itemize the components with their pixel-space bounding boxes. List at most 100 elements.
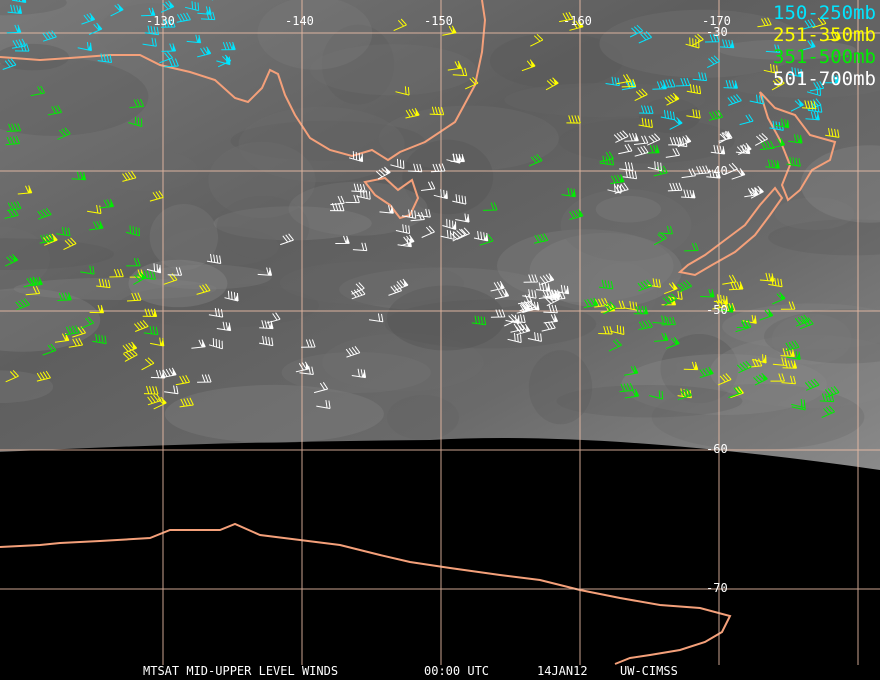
cloud-patch (710, 334, 880, 409)
wind-barb (719, 303, 734, 313)
wind-barb (200, 11, 216, 21)
wind-barb (618, 143, 633, 155)
wind-barb (728, 281, 744, 291)
wind-barb (819, 393, 835, 403)
wind-barb (164, 58, 179, 68)
wind-barb (208, 308, 224, 318)
wind-barb (161, 43, 177, 52)
wind-barb (350, 287, 366, 300)
wind-barb (613, 130, 629, 143)
wind-barb (28, 276, 43, 287)
wind-barb (759, 308, 774, 321)
wind-barb (780, 348, 795, 357)
wind-barb (92, 334, 107, 345)
wind-barb (623, 301, 638, 311)
wind-barb (744, 187, 759, 198)
wind-barb (804, 378, 820, 391)
wind-barb (637, 279, 653, 292)
wind-barb (110, 3, 124, 17)
wind-barb (450, 228, 466, 242)
wind-barb (747, 358, 763, 368)
wind-barb (599, 155, 615, 166)
cloud-patch (378, 105, 559, 171)
wind-barb (594, 297, 609, 308)
wind-barb (583, 297, 599, 309)
wind-barb (692, 72, 708, 82)
wind-barb (763, 63, 778, 74)
wind-barb (197, 46, 212, 58)
wind-barb (161, 19, 176, 28)
wind-barb (356, 189, 371, 200)
wind-barb (455, 213, 470, 223)
wind-barb (54, 332, 70, 343)
wind-barb (147, 393, 162, 406)
wind-barb (821, 405, 835, 418)
wind-barb (739, 114, 754, 126)
cloud-patch (722, 303, 880, 350)
cloud-patch (230, 120, 425, 161)
legend-item-251-350: 251-350mb (773, 24, 876, 46)
wind-barb (770, 137, 786, 149)
wind-barb (791, 398, 806, 409)
wind-barb (4, 208, 19, 219)
wind-barb (720, 302, 736, 312)
wind-barb (619, 382, 634, 393)
wind-barb (812, 16, 827, 29)
wind-barb (125, 225, 140, 237)
cloud-patch (310, 44, 477, 96)
wind-barb (63, 237, 77, 251)
wind-barb (683, 361, 699, 371)
wind-barb (607, 183, 622, 194)
wind-barb (730, 386, 744, 399)
wind-barb (14, 43, 30, 52)
cloud-patch (726, 69, 880, 98)
wind-barb (765, 44, 781, 53)
wind-barb (129, 98, 145, 108)
wind-barb (80, 265, 95, 275)
wind-barb (809, 80, 825, 92)
footer-time: 00:00 UTC (424, 664, 490, 678)
cloud-patch (164, 384, 384, 443)
cloud-patch (117, 283, 320, 328)
wind-barb (197, 6, 212, 15)
cloud-patch (213, 206, 372, 241)
wind-barb (335, 235, 350, 244)
wind-barb (393, 18, 407, 32)
wind-barb (490, 280, 505, 292)
wind-barb (473, 231, 489, 242)
wind-barb (407, 163, 423, 173)
wind-barb (280, 233, 294, 246)
wind-barb (109, 268, 124, 278)
wind-barb (216, 55, 231, 66)
wind-barb (686, 84, 702, 95)
wind-barb (736, 319, 752, 328)
wind-barb (65, 325, 80, 336)
wind-barb (433, 189, 448, 200)
wind-barb (150, 337, 165, 347)
wind-barb (765, 159, 780, 169)
coastline-antarctica (0, 522, 732, 665)
wind-barb (146, 263, 162, 274)
wind-barb (134, 319, 149, 332)
wind-barb (802, 100, 817, 110)
wind-barb (12, 38, 27, 49)
wind-barb (735, 144, 751, 155)
cloud-patch (281, 351, 432, 394)
cloud-patch (0, 57, 149, 136)
wind-barb (686, 109, 701, 119)
wind-barb (788, 67, 803, 78)
wind-barb (257, 267, 273, 276)
wind-barb (646, 278, 661, 288)
wind-barb (516, 302, 531, 314)
wind-barb (141, 270, 156, 280)
wind-barb (700, 289, 715, 298)
wind-barb (42, 30, 57, 42)
wind-barb (179, 397, 194, 408)
wind-barb (301, 339, 316, 348)
wind-barb (638, 117, 653, 128)
wind-barb (351, 368, 367, 379)
cloud-patch (771, 313, 852, 365)
wind-barb (728, 386, 743, 398)
wind-barb (724, 162, 738, 175)
wind-barb (633, 305, 649, 315)
